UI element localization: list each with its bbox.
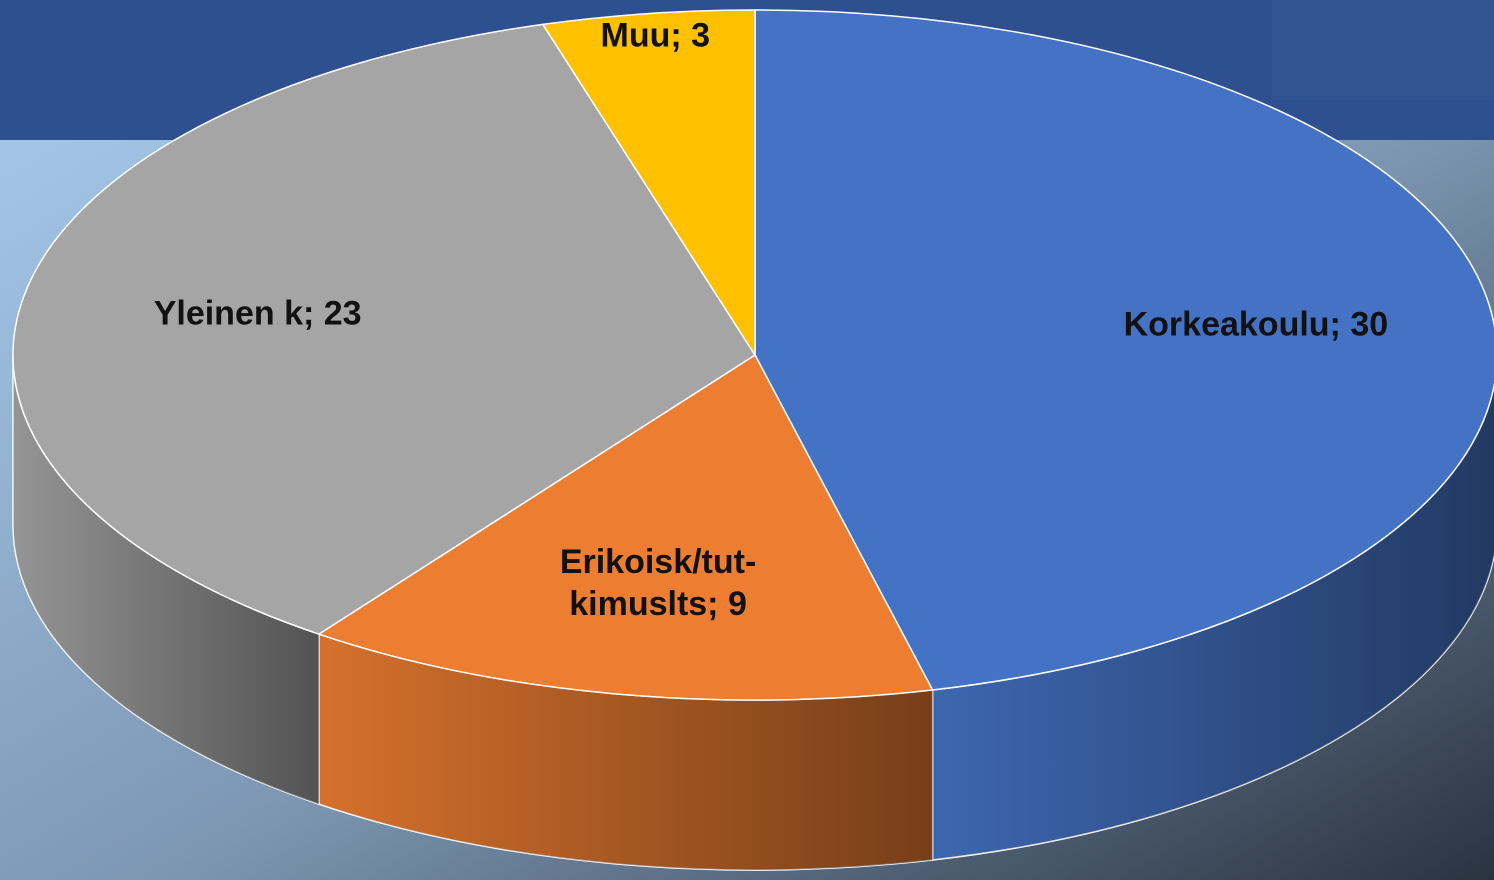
data-label: Yleinen k; 23 <box>154 294 362 332</box>
data-label-line: Erikoisk/tut- <box>560 543 756 581</box>
pie-tops <box>12 9 1494 701</box>
data-label: Erikoisk/tut-kimuslts; 9 <box>560 543 756 623</box>
data-label-line: kimuslts; 9 <box>569 585 747 623</box>
slice-side-shade <box>13 355 319 805</box>
pie-sides <box>12 354 1494 871</box>
header-block <box>1272 0 1494 100</box>
slice-side-shade <box>318 634 933 870</box>
pie-labels: Korkeakoulu; 30 Erikoisk/tut-kimuslts; 9 Y… <box>154 17 1388 624</box>
slice-side-shade <box>932 385 1494 860</box>
slice <box>12 23 757 635</box>
slice <box>317 353 934 701</box>
data-label: Muu; 3 <box>601 17 711 55</box>
slice <box>541 9 756 358</box>
slice <box>754 9 1494 691</box>
data-label: Korkeakoulu; 30 <box>1124 306 1389 344</box>
